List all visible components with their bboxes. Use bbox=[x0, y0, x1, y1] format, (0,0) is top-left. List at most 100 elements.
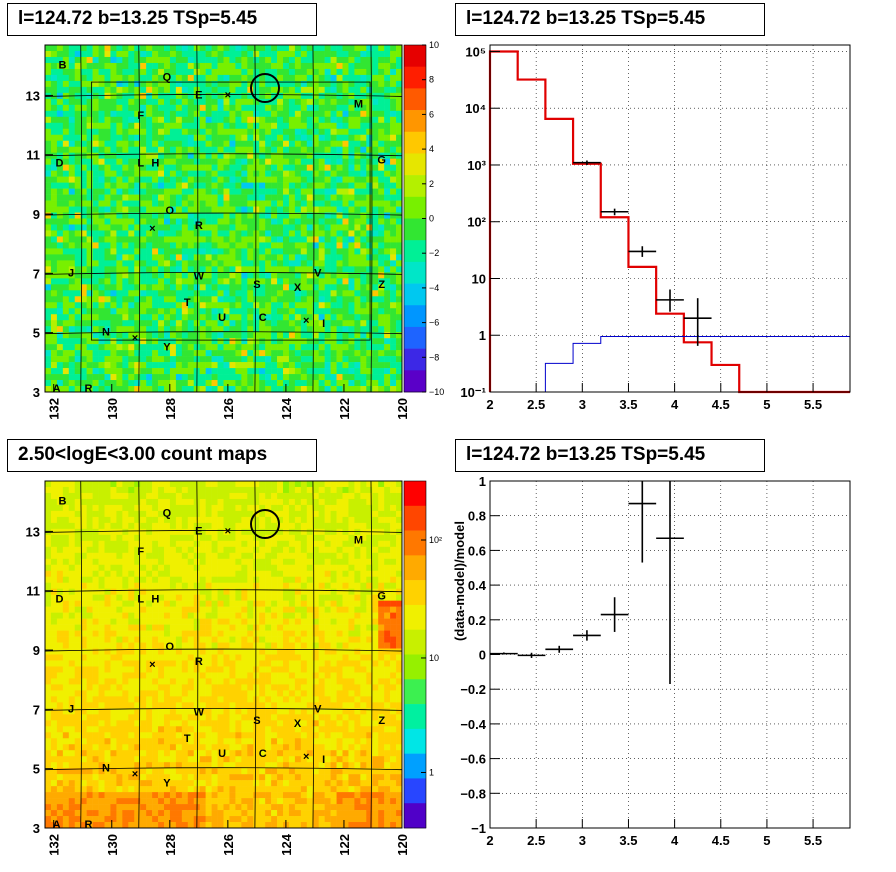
map-pixel bbox=[330, 278, 337, 285]
map-pixel bbox=[217, 368, 224, 375]
map-pixel bbox=[152, 146, 159, 153]
map-pixel bbox=[128, 780, 135, 787]
map-pixel bbox=[158, 564, 165, 572]
map-pixel bbox=[50, 492, 58, 500]
map-pixel bbox=[86, 660, 93, 667]
map-pixel bbox=[259, 236, 266, 243]
map-pixel bbox=[134, 780, 141, 787]
map-pixel bbox=[116, 248, 123, 255]
map-pixel bbox=[390, 104, 397, 112]
map-pixel bbox=[175, 720, 183, 727]
map-pixel bbox=[86, 822, 93, 829]
map-pixel bbox=[265, 302, 272, 309]
map-pixel bbox=[110, 504, 117, 512]
map-pixel bbox=[62, 254, 70, 261]
map-pixel bbox=[241, 146, 248, 153]
map-pixel bbox=[62, 380, 70, 387]
map-pixel bbox=[283, 140, 290, 147]
map-pixel bbox=[169, 98, 177, 106]
map-pixel bbox=[318, 326, 325, 333]
map-pixel bbox=[372, 326, 379, 333]
map-pixel bbox=[366, 146, 373, 153]
map-pixel bbox=[74, 606, 81, 613]
map-pixel bbox=[80, 248, 87, 255]
map-pixel bbox=[259, 188, 266, 195]
map-pixel bbox=[223, 140, 230, 147]
map-pixel bbox=[283, 80, 290, 88]
map-pixel bbox=[45, 798, 52, 805]
map-pixel bbox=[396, 140, 403, 147]
map-pixel bbox=[122, 254, 129, 261]
map-pixel bbox=[390, 368, 397, 375]
map-pixel bbox=[146, 564, 153, 572]
map-pixel bbox=[354, 308, 361, 315]
map-pixel bbox=[187, 290, 195, 297]
map-pixel bbox=[86, 570, 93, 578]
map-pixel bbox=[116, 546, 123, 554]
map-pixel bbox=[74, 122, 81, 130]
map-pixel bbox=[45, 320, 52, 327]
map-pixel bbox=[223, 386, 230, 393]
map-pixel bbox=[152, 660, 159, 667]
map-pixel bbox=[223, 266, 230, 273]
map-pixel bbox=[366, 110, 373, 118]
map-pixel bbox=[152, 290, 159, 297]
map-pixel bbox=[68, 284, 76, 291]
map-pixel bbox=[300, 146, 308, 153]
map-pixel bbox=[45, 308, 52, 315]
map-pixel bbox=[360, 224, 367, 231]
map-pixel bbox=[288, 50, 296, 58]
map-pixel bbox=[92, 546, 99, 554]
map-pixel bbox=[253, 314, 260, 321]
map-pixel bbox=[74, 170, 81, 177]
map-pixel bbox=[294, 170, 302, 177]
map-pixel bbox=[68, 266, 76, 273]
map-pixel bbox=[396, 332, 403, 339]
map-pixel bbox=[152, 164, 159, 171]
map-pixel bbox=[62, 56, 70, 64]
map-pixel bbox=[324, 128, 331, 136]
map-pixel bbox=[62, 786, 70, 793]
map-pixel bbox=[98, 786, 105, 793]
map-pixel bbox=[235, 242, 242, 249]
map-pixel bbox=[104, 368, 111, 375]
map-pixel bbox=[134, 266, 141, 273]
map-pixel bbox=[116, 504, 123, 512]
map-pixel bbox=[211, 116, 218, 124]
map-pixel bbox=[384, 314, 391, 321]
map-pixel bbox=[134, 182, 141, 189]
map-pixel bbox=[169, 732, 177, 739]
map-pixel bbox=[158, 74, 165, 82]
map-pixel bbox=[169, 182, 177, 189]
map-pixel bbox=[300, 332, 308, 339]
map-pixel bbox=[300, 368, 308, 375]
map-pixel bbox=[241, 284, 248, 291]
map-pixel bbox=[104, 374, 111, 381]
map-pixel bbox=[128, 498, 135, 506]
map-pixel bbox=[366, 86, 373, 94]
map-pixel bbox=[390, 218, 397, 225]
map-pixel bbox=[45, 726, 52, 733]
map-pixel bbox=[253, 86, 260, 94]
map-pixel bbox=[68, 804, 76, 811]
map-pixel bbox=[241, 254, 248, 261]
map-pixel bbox=[134, 522, 141, 530]
map-pixel bbox=[80, 380, 87, 387]
map-pixel bbox=[247, 380, 254, 387]
map-pixel bbox=[372, 338, 379, 345]
map-pixel bbox=[372, 182, 379, 189]
map-pixel bbox=[271, 242, 278, 249]
map-pixel bbox=[140, 182, 147, 189]
map-pixel bbox=[116, 152, 123, 159]
map-pixel bbox=[146, 600, 153, 607]
map-pixel bbox=[140, 726, 147, 733]
map-pixel bbox=[128, 176, 135, 183]
map-pixel bbox=[104, 92, 111, 100]
map-pixel bbox=[45, 242, 52, 249]
map-pixel bbox=[56, 660, 64, 667]
map-pixel bbox=[122, 552, 129, 560]
map-pixel bbox=[259, 104, 266, 112]
map-pixel bbox=[116, 122, 123, 130]
map-pixel bbox=[247, 236, 254, 243]
map-pixel bbox=[86, 152, 93, 159]
